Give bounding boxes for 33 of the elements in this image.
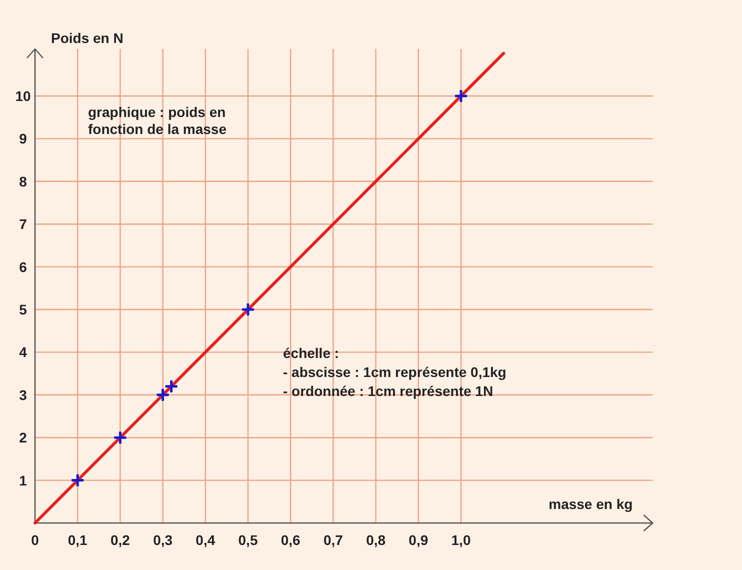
point <box>454 88 468 104</box>
point <box>112 430 128 445</box>
point <box>240 302 256 317</box>
x-tick-label: 0,3 <box>153 532 173 548</box>
y-tick-label: 3 <box>19 386 28 403</box>
x-tick-label: 0,4 <box>196 532 216 548</box>
x-axis-title: masse en kg <box>548 496 633 512</box>
y-tick-label: 4 <box>19 344 28 360</box>
annotation: - ordonnée : 1cm représente 1N <box>283 383 494 399</box>
annotation: échelle : <box>283 345 340 361</box>
x-tick-label: 1,0 <box>451 532 471 548</box>
x-tick-label: 0,8 <box>366 532 386 548</box>
x-tick-label: 0,2 <box>110 532 130 548</box>
y-tick-label: 5 <box>19 302 28 318</box>
x-tick-label: 0,1 <box>68 532 88 548</box>
x-tick-label: 0,5 <box>238 532 258 548</box>
y-tick-label: 9 <box>19 130 28 147</box>
annotation: - abscisse : 1cm représente 0,1kg <box>283 364 506 380</box>
y-tick-label: 6 <box>19 258 28 275</box>
point <box>156 388 170 402</box>
y-tick-label: 7 <box>19 216 28 232</box>
y-tick-label: 8 <box>19 173 28 190</box>
x-tick-label: 0,9 <box>408 532 428 548</box>
y-axis-title: Poids en N <box>51 30 124 46</box>
y-tick-label: 10 <box>15 88 31 104</box>
point <box>164 379 179 394</box>
y-tick-label: 1 <box>19 472 28 488</box>
x-tick-label: 0,6 <box>280 532 301 548</box>
x-tick-label: 0,7 <box>323 532 344 548</box>
point <box>70 473 85 488</box>
x-tick-label: 0 <box>31 532 40 548</box>
annotation: graphique : poids en fonction de la masse <box>88 104 227 137</box>
y-tick-label: 2 <box>19 430 28 446</box>
